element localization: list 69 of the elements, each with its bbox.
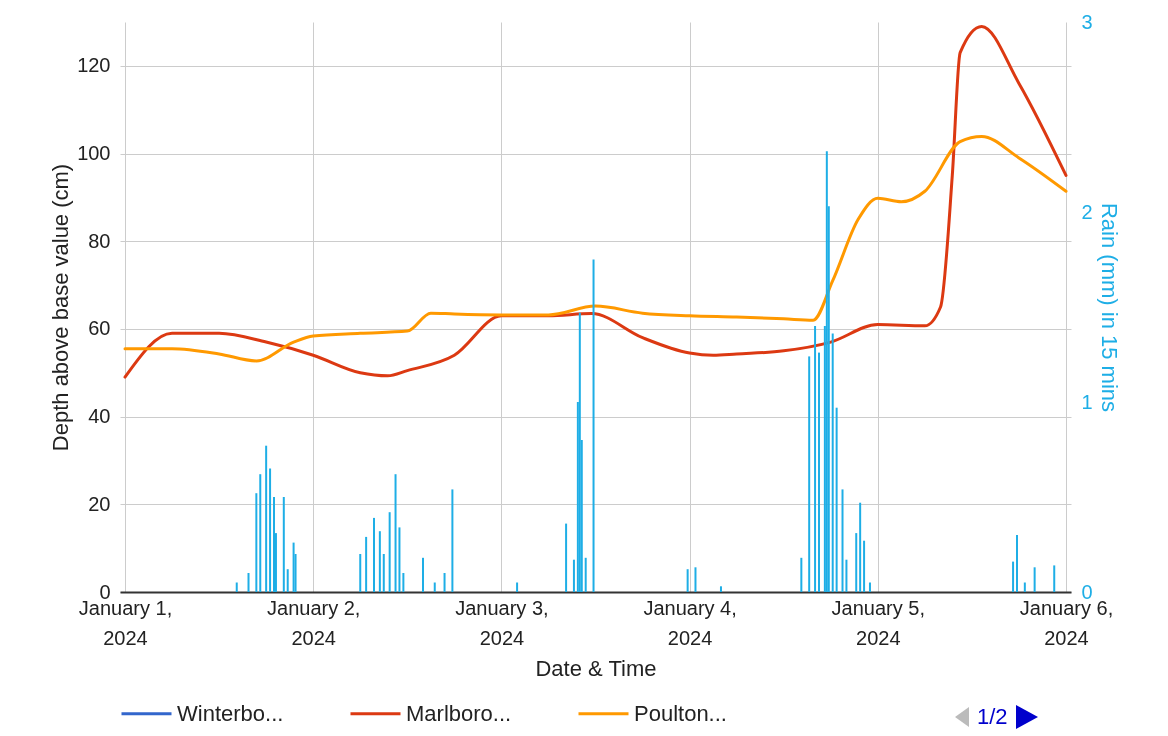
y-tick-label: 60 [88, 317, 111, 340]
bar [863, 540, 866, 592]
bar [433, 582, 436, 592]
bar [592, 259, 595, 592]
bar [578, 312, 581, 592]
bar [265, 445, 268, 592]
bar [292, 542, 295, 592]
bar [451, 489, 454, 592]
bar [694, 567, 697, 592]
y-tick-label: 80 [88, 229, 111, 252]
bar [394, 474, 397, 592]
bar [269, 468, 272, 592]
bar [516, 582, 519, 592]
bar [382, 554, 385, 592]
y-tick-label: 100 [77, 142, 111, 165]
y2-axis-title: Rain (mm) in 15 mins [1096, 202, 1122, 413]
bar [719, 586, 722, 592]
legend-label: Poulton... [634, 700, 727, 726]
text: 1/2 [977, 704, 1008, 730]
bar [282, 497, 285, 592]
line-series [123, 24, 1068, 379]
bar [359, 554, 362, 592]
bar [1015, 535, 1018, 592]
bar [378, 531, 381, 592]
line-series [123, 134, 1068, 363]
bar [235, 582, 238, 592]
bar [286, 569, 289, 592]
bar [1033, 567, 1036, 592]
y2-tick-label: 1 [1081, 390, 1093, 413]
y2-tick-label: 2 [1081, 200, 1093, 223]
legend-label: Winterbo... [177, 700, 284, 726]
bar [868, 582, 871, 592]
bar [255, 493, 258, 592]
bar [835, 407, 838, 592]
bar [565, 523, 568, 592]
bar [817, 352, 820, 592]
bar [808, 356, 811, 592]
y-tick-label: 40 [88, 405, 111, 428]
bar [402, 573, 405, 592]
bar [584, 557, 587, 592]
bar [272, 497, 275, 592]
bar [372, 517, 375, 592]
bar [365, 536, 368, 592]
bar [421, 557, 424, 592]
bar [841, 489, 844, 592]
x-tick-label: January 3, 2024 [455, 596, 549, 649]
bar [831, 333, 834, 592]
bar [686, 569, 689, 592]
bar [800, 557, 803, 592]
y-axis-title: Depth above base value (cm) [48, 163, 74, 452]
bar [388, 512, 391, 592]
bar [259, 474, 262, 592]
y2-tick-label: 3 [1081, 10, 1093, 33]
legend-label: Marlboro... [406, 700, 512, 726]
bar [1053, 565, 1056, 592]
bar [1012, 561, 1015, 592]
x-axis-title: Date & Time [535, 655, 657, 681]
bar [825, 151, 828, 592]
bar [443, 573, 446, 592]
x-tick-label: January 5, 2024 [831, 596, 925, 649]
bar [855, 533, 858, 592]
x-tick-label: January 2, 2024 [267, 596, 361, 649]
y-tick-label: 120 [77, 54, 111, 77]
bar [247, 573, 250, 592]
y-tick-label: 20 [88, 492, 111, 515]
x-tick-label: January 4, 2024 [643, 596, 737, 649]
bar [572, 559, 575, 592]
bar [814, 326, 817, 592]
bar [859, 502, 862, 592]
